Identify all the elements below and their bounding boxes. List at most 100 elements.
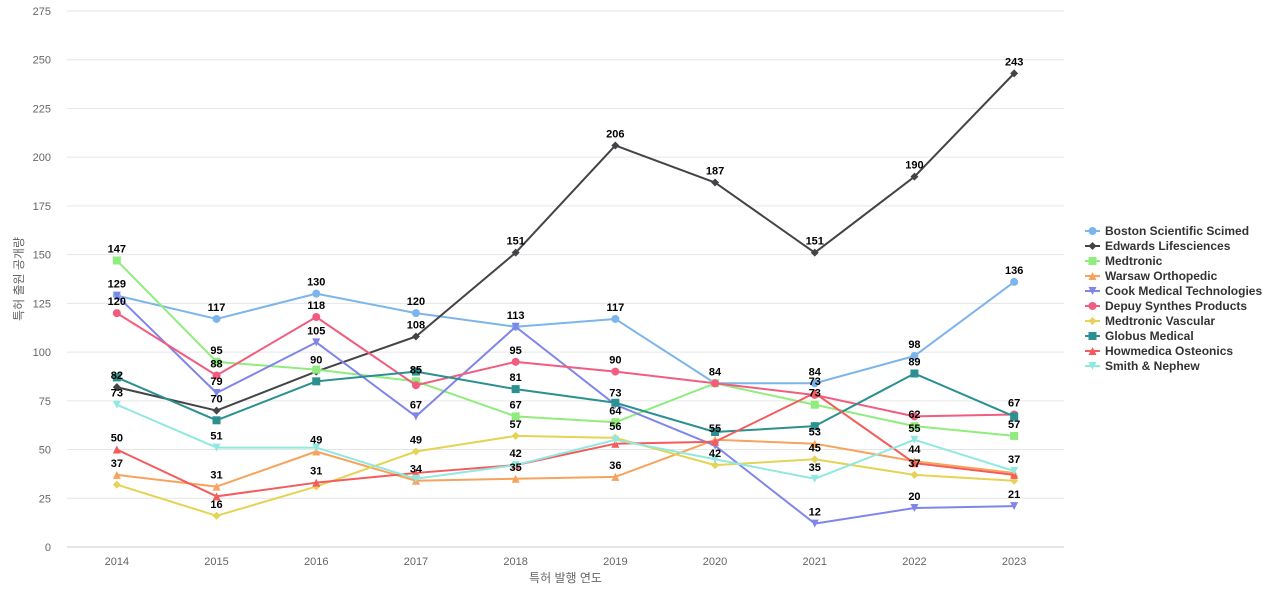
data-point [112, 470, 121, 479]
legend-label: Warsaw Orthopedic [1105, 269, 1218, 283]
data-label: 31 [310, 466, 322, 478]
data-point [312, 289, 321, 298]
data-labels: 129 117 130 120 113 117 84 84 98 136 82 70 90 108 151 2… [108, 56, 1024, 518]
data-point [411, 381, 420, 390]
data-label: 53 [809, 427, 821, 439]
data-label: 67 [410, 399, 422, 411]
data-point [212, 389, 221, 398]
data-point [112, 400, 121, 409]
data-point [112, 309, 121, 318]
data-point [910, 422, 919, 431]
x-tick-label: 2018 [503, 556, 527, 568]
data-point [511, 431, 520, 440]
series-line [116, 438, 1015, 488]
data-point [910, 470, 919, 479]
data-point [910, 351, 919, 360]
legend-item[interactable]: Smith & Nephew [1085, 359, 1200, 373]
data-point [511, 412, 520, 421]
x-tick-label: 2014 [105, 556, 129, 568]
data-point [810, 379, 819, 388]
data-point [810, 455, 819, 464]
data-label: 50 [111, 433, 123, 445]
legend-marker [1088, 272, 1097, 280]
legend-item[interactable]: Howmedica Osteonics [1085, 344, 1233, 358]
legend-marker [1088, 332, 1097, 340]
legend-marker [1088, 242, 1097, 250]
data-point [810, 519, 819, 528]
data-label: 70 [210, 394, 222, 406]
legend-label: Howmedica Osteonics [1105, 344, 1233, 358]
data-point [212, 416, 221, 425]
series-group [112, 277, 1019, 388]
y-tick-label: 50 [39, 445, 51, 457]
y-tick-label: 125 [33, 298, 51, 310]
data-label: 73 [609, 388, 621, 400]
data-point [910, 435, 919, 444]
data-label: 84 [709, 366, 722, 378]
data-label: 90 [310, 355, 322, 367]
y-tick-label: 275 [33, 6, 51, 18]
legend-marker [1088, 227, 1097, 235]
legend-item[interactable]: Medtronic Vascular [1085, 314, 1215, 328]
data-label: 73 [809, 388, 821, 400]
data-point [1010, 69, 1019, 78]
data-point [411, 412, 420, 421]
data-point [1010, 502, 1019, 511]
data-point [711, 379, 720, 388]
data-label: 85 [410, 364, 422, 376]
legend-label: Boston Scientific Scimed [1105, 224, 1249, 238]
data-point [212, 492, 221, 501]
y-tick-label: 225 [33, 103, 51, 115]
legend-item[interactable]: Edwards Lifesciences [1085, 239, 1231, 253]
y-tick-label: 25 [39, 493, 51, 505]
data-point [411, 447, 420, 456]
series-line [116, 392, 1015, 498]
legend-item[interactable]: Cook Medical Technologies [1085, 284, 1262, 298]
data-label: 73 [809, 376, 821, 388]
series-line [116, 312, 1015, 418]
x-tick-label: 2019 [603, 556, 627, 568]
legend-marker [1088, 257, 1097, 265]
data-point [611, 418, 620, 427]
data-label: 35 [510, 462, 522, 474]
legend-item[interactable]: Medtronic [1085, 254, 1163, 268]
data-label: 120 [108, 296, 126, 308]
data-label: 12 [809, 507, 821, 519]
data-label: 37 [111, 458, 123, 470]
series-line [116, 281, 1015, 385]
data-point [411, 474, 420, 483]
data-point [511, 385, 520, 394]
legend-label: Edwards Lifesciences [1105, 239, 1231, 253]
data-label: 49 [410, 434, 422, 446]
data-label: 187 [706, 166, 724, 178]
data-point [511, 461, 520, 470]
series-line [116, 72, 1015, 412]
data-label: 105 [307, 325, 325, 337]
data-label: 117 [208, 302, 226, 314]
series-group [112, 256, 1019, 440]
legend-item[interactable]: Warsaw Orthopedic [1085, 269, 1218, 283]
data-point [411, 309, 420, 318]
legend-item[interactable]: Globus Medical [1085, 329, 1194, 343]
data-label: 57 [510, 419, 522, 431]
legend-marker [1088, 347, 1097, 355]
data-label: 21 [1008, 489, 1020, 501]
data-point [910, 459, 919, 468]
data-label: 151 [806, 236, 824, 248]
data-label: 151 [506, 236, 524, 248]
data-point [312, 377, 321, 386]
data-point [511, 474, 520, 483]
data-point [212, 406, 221, 415]
y-tick-label: 100 [33, 347, 51, 359]
legend-item[interactable]: Depuy Synthes Products [1085, 299, 1247, 313]
data-point [711, 428, 720, 437]
data-label: 81 [510, 372, 522, 384]
data-label: 37 [908, 458, 920, 470]
data-point [212, 482, 221, 491]
data-label: 113 [507, 310, 525, 322]
data-point [312, 478, 321, 487]
data-point [411, 367, 420, 376]
legend-item[interactable]: Boston Scientific Scimed [1085, 224, 1249, 238]
